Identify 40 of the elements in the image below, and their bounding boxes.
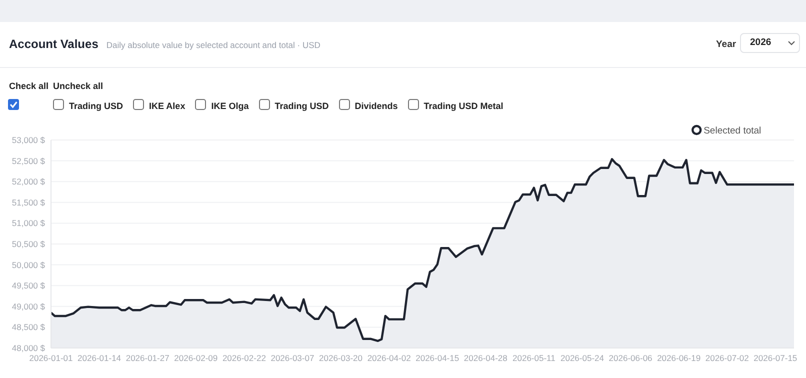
x-tick-label: 2026-07-15 <box>754 353 798 363</box>
x-tick-label: 2026-04-02 <box>367 353 412 363</box>
x-tick-label: 2026-07-02 <box>705 353 750 363</box>
x-tick-label: 2026-04-28 <box>464 353 508 363</box>
y-tick-label: 50,000 $ <box>12 260 46 270</box>
y-tick-label: 52,000 $ <box>12 176 46 187</box>
y-tick-label: 48,500 $ <box>12 322 46 332</box>
x-tick-label: 2026-01-14 <box>78 353 122 363</box>
x-tick-label: 2026-06-06 <box>608 353 653 363</box>
text: Year <box>716 39 736 50</box>
text: Trading USD <box>68 101 124 111</box>
text: Check all <box>9 81 49 91</box>
x-tick-label: 2026-03-07 <box>270 353 314 363</box>
y-tick-label: 53,000 $ <box>12 135 46 145</box>
y-tick-label: 50,500 $ <box>12 239 46 249</box>
y-tick-label: 51,000 $ <box>12 218 46 228</box>
y-tick-label: 49,500 $ <box>12 280 46 291</box>
x-tick-label: 2026-05-11 <box>512 353 556 363</box>
chart-title: Account Values <box>9 37 98 51</box>
x-tick-label: 2026-01-27 <box>126 353 170 363</box>
text: IKE Alex <box>148 101 186 111</box>
legend-label: Selected total <box>704 126 762 136</box>
text: Uncheck all <box>53 81 104 91</box>
x-tick-label: 2026-04-15 <box>416 353 460 363</box>
text: 2026 <box>740 33 800 53</box>
x-tick-label: 2026-02-09 <box>174 353 218 363</box>
text: Dividends <box>354 101 398 111</box>
y-tick-label: 49,000 $ <box>12 301 46 312</box>
y-tick-label: 48,000 $ <box>12 343 46 353</box>
text: Trading USD <box>274 101 329 111</box>
text: Trading USD Metal <box>422 101 504 111</box>
chart-subtitle: Daily absolute value by selected account and total · USD <box>106 40 320 50</box>
x-tick-label: 2026-06-19 <box>657 353 701 363</box>
x-tick-label: 2026-02-22 <box>222 353 266 363</box>
x-tick-label: 2026-05-24 <box>560 353 604 363</box>
x-tick-label: 2026-01-01 <box>29 353 74 363</box>
y-tick-label: 52,500 $ <box>12 156 46 166</box>
x-tick-label: 2026-03-20 <box>319 353 363 363</box>
y-tick-label: 51,500 $ <box>12 197 46 208</box>
text: IKE Olga <box>210 101 249 111</box>
